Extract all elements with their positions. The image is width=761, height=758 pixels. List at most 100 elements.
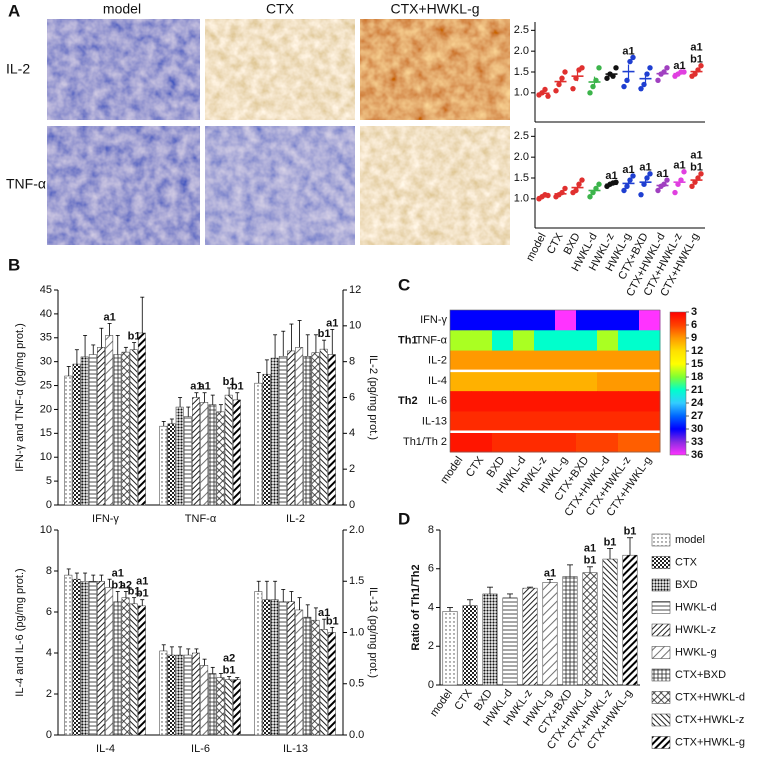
bar: [542, 582, 558, 686]
heatmap-cell: [639, 310, 661, 331]
bar: [137, 332, 146, 506]
heatmap-cell: [492, 370, 514, 392]
bar: [159, 650, 168, 736]
bar: [224, 679, 233, 736]
heatmap-cell: [471, 370, 493, 392]
bar: [278, 356, 287, 506]
bar: [287, 350, 295, 506]
y-axis-label: IL-4 and IL-6 (pg/mg prot.): [14, 568, 26, 696]
y2-tick-label: 6: [349, 391, 355, 403]
heatmap-cell: [597, 350, 619, 372]
significance-label: b1: [318, 328, 331, 340]
heatmap-cell: [450, 370, 472, 392]
colorbar-tick-label: 36: [691, 449, 703, 461]
bar: [105, 335, 114, 506]
x-tick-label: IL-6: [191, 743, 210, 755]
significance-label: b1: [690, 54, 703, 66]
bar: [200, 402, 209, 506]
heatmap-cell: [555, 411, 577, 433]
significance-label: a1: [690, 42, 702, 54]
colorbar-tick-label: 21: [691, 384, 703, 396]
bar: [175, 406, 184, 506]
heatmap-cell: [618, 391, 640, 412]
heatmap-cell: [639, 431, 661, 453]
heatmap-cell: [597, 330, 619, 352]
bar: [295, 347, 304, 506]
y-axis-label: Ratio of Th1/Th2: [410, 564, 422, 650]
bar: [137, 605, 146, 736]
heatmap-cell: [639, 391, 661, 412]
bar: [232, 679, 241, 736]
significance-label: a1: [136, 576, 148, 588]
heatmap-cell: [471, 330, 493, 352]
data-point: [630, 173, 636, 179]
y-axis-label: IFN-γ and TNF-α (pg/mg prot.): [14, 323, 26, 472]
data-point: [689, 183, 695, 190]
bar: [482, 593, 498, 686]
colorbar-tick-label: 15: [691, 358, 703, 370]
significance-label: a1: [584, 543, 596, 555]
row-label: Th1/Th 2: [403, 436, 447, 448]
y2-axis-label: IL-2 (pg/mg prot.): [367, 355, 379, 440]
y-tick-label: 8: [46, 565, 52, 577]
bar: [64, 574, 73, 736]
y-tick-label: 1.5: [514, 172, 529, 184]
bar: [319, 629, 328, 736]
row-group-label: Th1: [398, 334, 418, 346]
data-point: [621, 187, 627, 194]
heatmap-cell: [618, 350, 640, 372]
data-point: [664, 65, 670, 71]
x-tick-label: model: [428, 688, 455, 719]
significance-label: b1: [128, 330, 141, 342]
significance-label: b1: [111, 579, 124, 591]
bar: [582, 572, 598, 686]
y-tick-label: 1.0: [514, 193, 529, 205]
row-label: IL-6: [428, 395, 447, 407]
bar: [129, 349, 138, 506]
data-point: [655, 77, 661, 84]
heatmap-cell: [534, 350, 556, 372]
y2-tick-label: 0.0: [349, 729, 364, 741]
heatmap-cell: [576, 350, 598, 372]
bar: [522, 587, 538, 686]
legend-label: CTX+HWKL-d: [675, 691, 745, 703]
legend-swatch: [651, 713, 671, 727]
y2-tick-label: 0: [349, 499, 355, 511]
bar: [175, 654, 184, 736]
colorbar: [669, 311, 687, 456]
column-header: CTX: [266, 1, 295, 17]
data-point: [587, 194, 593, 200]
data-point: [553, 88, 559, 94]
y2-tick-label: 2: [349, 463, 355, 475]
heatmap-cell: [513, 310, 535, 331]
significance-label: b1: [604, 536, 617, 548]
heatmap-cell: [555, 310, 577, 331]
heatmap-cell: [513, 370, 535, 392]
heatmap-cell: [450, 431, 472, 453]
significance-label: a1: [656, 168, 668, 180]
heatmap-cell: [513, 411, 535, 433]
legend-swatch: [651, 601, 671, 614]
y-tick-label: 0: [46, 729, 52, 741]
data-point: [627, 58, 633, 65]
y-tick-label: 5: [46, 475, 52, 487]
legend-swatch: [651, 533, 671, 547]
heatmap-cell: [513, 431, 535, 453]
y2-tick-label: 0.5: [349, 678, 364, 690]
bar: [319, 348, 328, 506]
heatmap-cell: [534, 411, 556, 433]
significance-label: a1: [673, 60, 685, 72]
y2-tick-label: 10: [349, 320, 361, 332]
x-tick-label: IL-2: [286, 513, 305, 525]
data-point: [624, 77, 630, 84]
bar: [80, 356, 89, 506]
data-point: [638, 191, 644, 198]
legend-label: HWKL-d: [675, 601, 717, 613]
significance-label: a1: [605, 170, 617, 182]
y-tick-label: 2: [428, 640, 434, 652]
significance-label: b1: [584, 555, 597, 567]
y-tick-label: 2.5: [514, 24, 529, 36]
heatmap-cell: [471, 350, 493, 372]
heatmap-cell: [618, 310, 640, 331]
micrograph: [205, 19, 355, 120]
